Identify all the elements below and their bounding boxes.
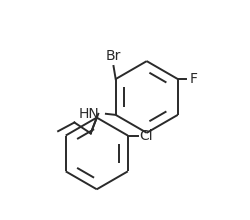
Text: Br: Br xyxy=(106,49,121,63)
Text: HN: HN xyxy=(79,107,100,121)
Text: Cl: Cl xyxy=(140,128,153,143)
Text: F: F xyxy=(190,72,198,86)
